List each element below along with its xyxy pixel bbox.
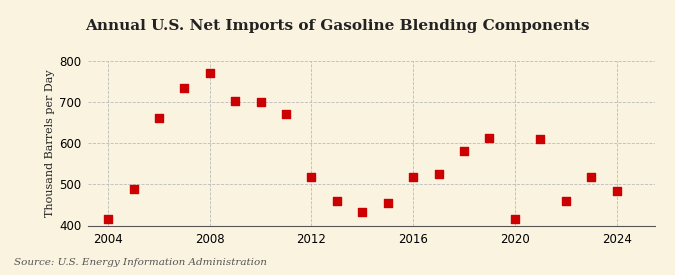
Point [510, 217, 520, 222]
Y-axis label: Thousand Barrels per Day: Thousand Barrels per Day [45, 69, 55, 217]
Point [484, 136, 495, 140]
Point [128, 187, 139, 191]
Point [408, 175, 418, 179]
Point [230, 98, 240, 103]
Point [103, 217, 113, 222]
Point [433, 172, 444, 177]
Point [153, 116, 164, 120]
Point [331, 199, 342, 203]
Text: Source: U.S. Energy Information Administration: Source: U.S. Energy Information Administ… [14, 258, 267, 267]
Point [560, 199, 571, 203]
Point [255, 100, 266, 104]
Point [205, 71, 215, 75]
Point [281, 111, 292, 116]
Point [586, 175, 597, 179]
Point [357, 210, 368, 214]
Point [611, 189, 622, 194]
Point [535, 137, 545, 141]
Point [382, 200, 393, 205]
Point [306, 175, 317, 179]
Text: Annual U.S. Net Imports of Gasoline Blending Components: Annual U.S. Net Imports of Gasoline Blen… [85, 19, 590, 33]
Point [179, 86, 190, 90]
Point [458, 149, 469, 153]
